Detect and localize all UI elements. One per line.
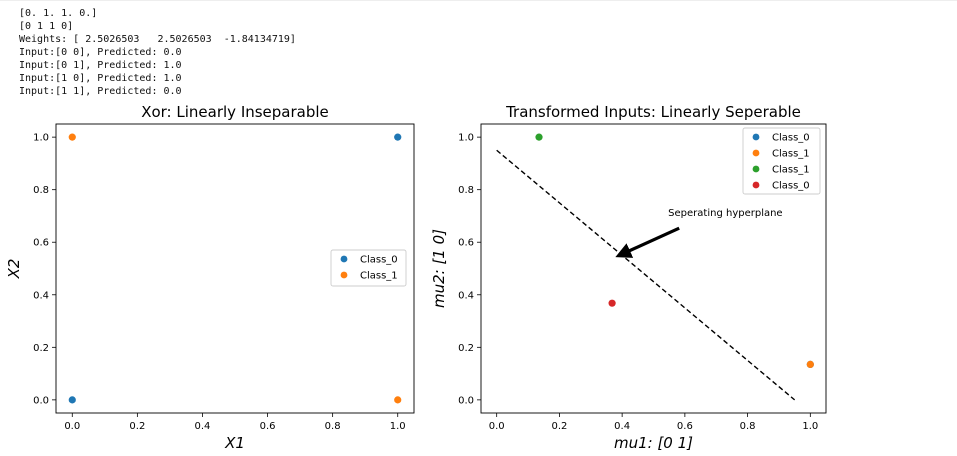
- console-line: Input:[1 0], Predicted: 1.0: [19, 73, 182, 84]
- annotation-label: Seperating hyperplane: [668, 208, 782, 219]
- axes-frame: [480, 123, 827, 414]
- data-point: [394, 133, 402, 141]
- x-tick-label: 0.6: [677, 421, 693, 432]
- legend-marker: [340, 271, 348, 279]
- x-tick-label: 0.8: [325, 421, 341, 432]
- axes-frame: [55, 123, 415, 414]
- chart-transformed: 0.0 0.2 0.4 0.6 0.8 1.0 0.0 0.2 0.4 0.6 0.8 1.0 Tran…: [430, 103, 827, 452]
- y-tick-label: 0.8: [458, 185, 474, 196]
- y-tick-label: 0.2: [33, 343, 49, 354]
- legend-label: Class_1: [772, 149, 810, 160]
- chart-title: Transformed Inputs: Linearly Seperable: [505, 103, 801, 121]
- legend-label: Class_0: [772, 133, 810, 144]
- x-tick-label: 0.2: [129, 421, 145, 432]
- y-tick-label: 1.0: [33, 133, 49, 144]
- y-tick-label: 0.8: [33, 185, 49, 196]
- y-tick-label: 0.4: [33, 290, 49, 301]
- data-point: [608, 299, 616, 307]
- x-tick-label: 0.4: [195, 421, 211, 432]
- y-tick-label: 0.6: [33, 238, 49, 249]
- data-point: [68, 133, 76, 141]
- y-axis-label: mu2: [1 0]: [430, 229, 448, 308]
- x-tick-label: 1.0: [390, 421, 406, 432]
- data-point: [394, 396, 402, 404]
- y-tick-label: 0.2: [458, 343, 474, 354]
- x-tick-label: 0.0: [489, 421, 505, 432]
- legend-marker: [752, 165, 760, 173]
- console-line: Weights: [ 2.5026503 2.5026503 -1.841347…: [19, 34, 296, 45]
- y-tick-label: 0.6: [458, 238, 474, 249]
- legend-marker: [752, 149, 760, 157]
- console-line: [0. 1. 1. 0.]: [19, 8, 98, 19]
- legend-label: Class_0: [772, 181, 810, 192]
- annotation-arrow: [615, 226, 680, 258]
- legend-label: Class_1: [360, 271, 398, 282]
- console-line: Input:[0 0], Predicted: 0.0: [19, 47, 182, 58]
- legend-label: Class_1: [772, 165, 810, 176]
- y-axis-label: X2: [5, 259, 23, 280]
- x-tick-label: 0.8: [740, 421, 756, 432]
- x-tick-label: 0.0: [64, 421, 80, 432]
- data-point: [806, 360, 814, 368]
- x-tick-label: 0.6: [260, 421, 276, 432]
- legend-marker: [752, 181, 760, 189]
- x-tick-label: 0.4: [614, 421, 630, 432]
- x-axis-label: mu1: [0 1]: [614, 434, 693, 452]
- console-line: Input:[0 1], Predicted: 1.0: [19, 60, 182, 71]
- console-output: [0. 1. 1. 0.] [0 1 1 0] Weights: [ 2.50265…: [19, 7, 296, 98]
- y-tick-label: 1.0: [458, 133, 474, 144]
- top-border: [0, 0, 957, 1]
- y-tick-label: 0.0: [33, 395, 49, 406]
- chart-xor: 0.0 0.2 0.4 0.6 0.8 1.0 0.0 0.2 0.4 0.6 0.8 1.0 Xor:…: [5, 103, 415, 452]
- legend-box: [330, 249, 407, 287]
- data-point: [535, 133, 543, 141]
- console-line: [0 1 1 0]: [19, 21, 74, 32]
- x-tick-label: 1.0: [802, 421, 818, 432]
- chart-title: Xor: Linearly Inseparable: [141, 103, 329, 121]
- console-line: Input:[1 1], Predicted: 0.0: [19, 86, 182, 97]
- y-tick-label: 0.0: [458, 395, 474, 406]
- x-axis-label: X1: [224, 434, 245, 452]
- legend-box: [742, 127, 821, 195]
- separating-hyperplane-line: [496, 149, 796, 401]
- legend-label: Class_0: [360, 255, 398, 266]
- legend-marker: [752, 133, 760, 141]
- legend-marker: [340, 255, 348, 263]
- data-point: [68, 396, 76, 404]
- x-tick-label: 0.2: [551, 421, 567, 432]
- y-tick-label: 0.4: [458, 290, 474, 301]
